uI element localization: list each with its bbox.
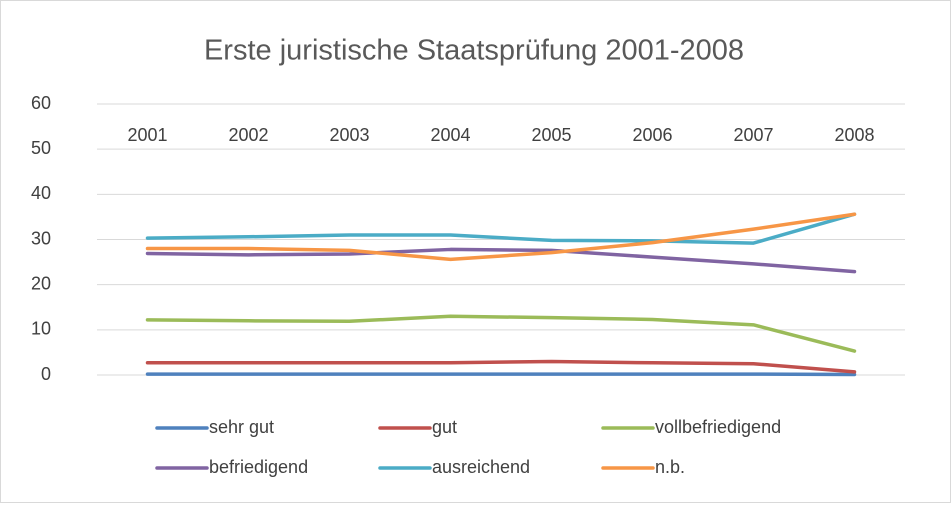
legend-label: gut xyxy=(432,417,457,437)
chart-title: Erste juristische Staatsprüfung 2001-200… xyxy=(204,35,744,67)
y-tick-label: 10 xyxy=(31,319,51,339)
legend-label: ausreichend xyxy=(432,457,530,477)
x-tick-label: 2005 xyxy=(531,125,571,145)
y-tick-label: 0 xyxy=(41,364,51,384)
x-tick-label: 2006 xyxy=(632,125,672,145)
legend-label: n.b. xyxy=(655,457,685,477)
y-tick-label: 20 xyxy=(31,273,51,293)
x-tick-label: 2008 xyxy=(834,125,874,145)
y-tick-label: 40 xyxy=(31,183,51,203)
y-tick-label: 60 xyxy=(31,93,51,113)
x-tick-label: 2001 xyxy=(127,125,167,145)
x-tick-label: 2007 xyxy=(733,125,773,145)
x-tick-label: 2003 xyxy=(329,125,369,145)
y-tick-label: 50 xyxy=(31,138,51,158)
legend-label: vollbefriedigend xyxy=(655,417,781,437)
legend-label: sehr gut xyxy=(209,417,274,437)
x-tick-label: 2004 xyxy=(430,125,470,145)
legend-label: befriedigend xyxy=(209,457,308,477)
x-tick-label: 2002 xyxy=(228,125,268,145)
y-tick-label: 30 xyxy=(31,228,51,248)
